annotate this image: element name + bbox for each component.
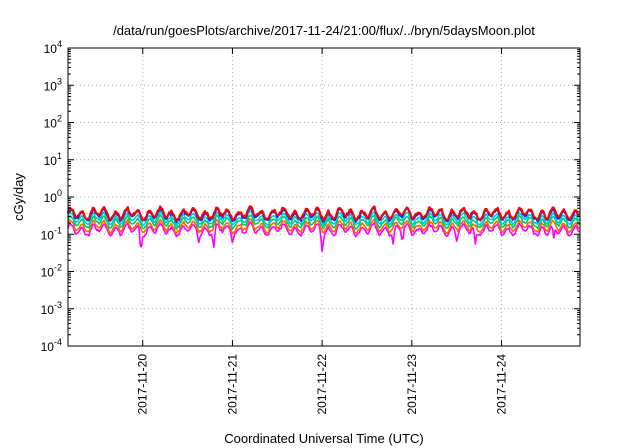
- y-tick-label: 101: [44, 151, 62, 168]
- y-axis-label: cGy/day: [11, 173, 26, 221]
- y-tick-label: 104: [44, 39, 62, 56]
- y-tick-label: 10-3: [41, 300, 62, 317]
- series-line: [67, 213, 581, 231]
- y-tick-label: 10-1: [41, 225, 62, 242]
- y-tick-label: 10-2: [41, 263, 62, 280]
- x-axis-label: Coordinated Universal Time (UTC): [224, 431, 423, 446]
- y-tick-label: 103: [44, 76, 62, 93]
- y-tick-label: 10-4: [41, 337, 62, 354]
- series-line: [67, 221, 581, 252]
- x-tick-label: 2017-11-24: [495, 354, 509, 415]
- grid: [68, 48, 580, 346]
- x-tick-labels: 2017-11-20 2017-11-21 2017-11-22 2017-11-23…: [136, 354, 509, 415]
- y-tick-labels: 10-4 10-3 10-2 10-1 100 101 102 103 104: [41, 39, 62, 354]
- x-tick-label: 2017-11-20: [136, 354, 150, 415]
- x-tick-label: 2017-11-23: [405, 354, 419, 415]
- series-line: [67, 218, 580, 235]
- ticks: [68, 47, 580, 347]
- series-line: [67, 210, 581, 227]
- series-layer: [67, 205, 581, 252]
- chart-title: /data/run/goesPlots/archive/2017-11-24/2…: [113, 23, 535, 38]
- y-tick-label: 102: [44, 114, 62, 131]
- y-tick-label: 100: [44, 188, 62, 205]
- x-tick-label: 2017-11-22: [315, 354, 329, 415]
- series-line: [67, 205, 581, 222]
- x-tick-label: 2017-11-21: [225, 354, 239, 415]
